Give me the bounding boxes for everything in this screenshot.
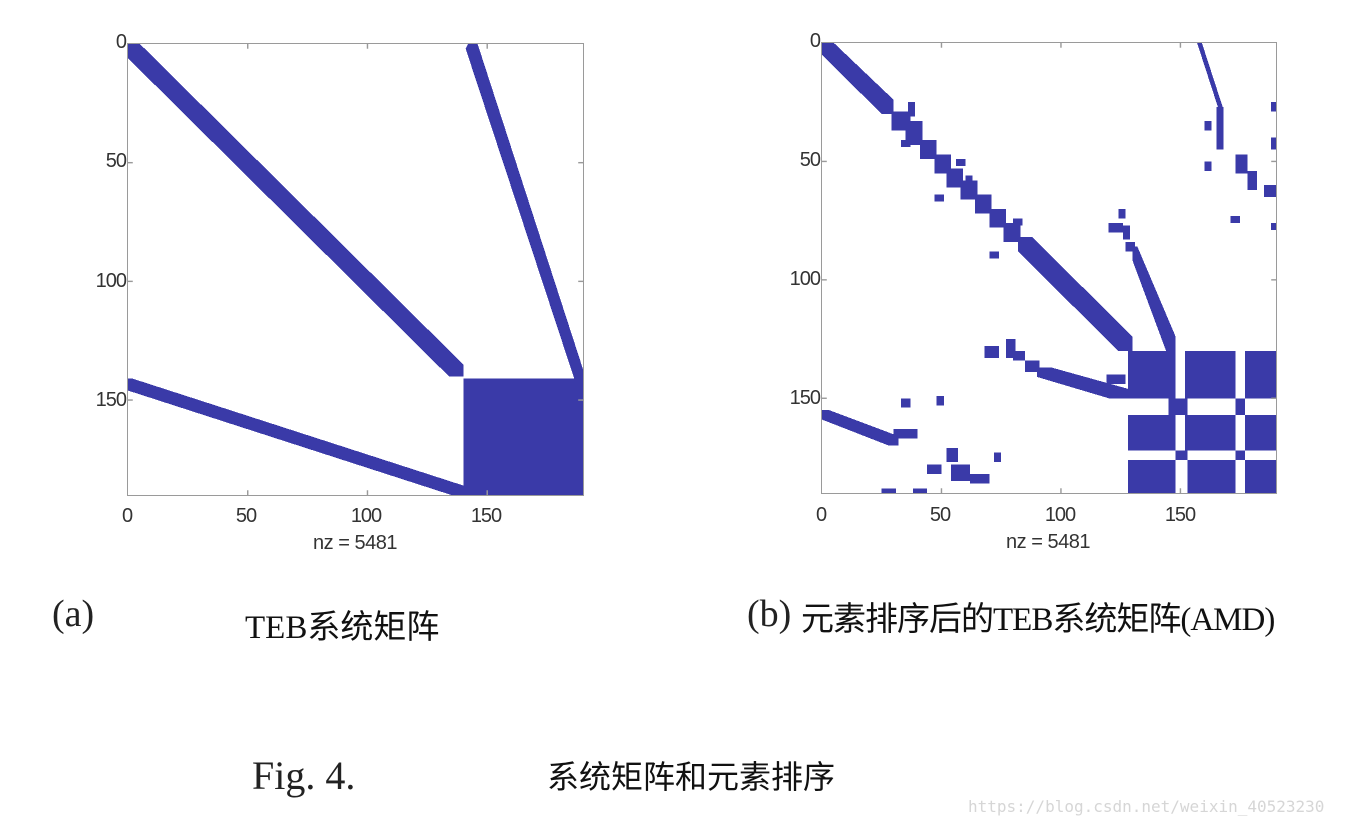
x-axis-label: nz = 5481 — [1006, 531, 1090, 553]
y-tick-label: 0 — [809, 30, 821, 52]
watermark-url: https://blog.csdn.net/weixin_40523230 — [968, 797, 1325, 816]
x-tick-label: 150 — [470, 505, 502, 527]
plot-area-a — [127, 43, 584, 496]
x-axis-label: nz = 5481 — [313, 532, 397, 554]
plot-area-b — [821, 42, 1277, 494]
subfigure-label-a: (a) — [52, 593, 95, 635]
y-tick-label: 150 — [789, 387, 821, 409]
y-tick-label: 150 — [95, 389, 127, 411]
figure-caption: 系统矩阵和元素排序 — [547, 758, 836, 796]
y-tick-label: 100 — [95, 270, 127, 292]
subfigure-label-b: (b) — [747, 593, 792, 635]
x-tick-label: 150 — [1164, 504, 1196, 526]
subfigure-caption-a: TEB系统矩阵 — [245, 610, 440, 646]
sparsity-pattern-b — [822, 43, 1276, 493]
y-tick-label: 50 — [105, 150, 127, 172]
y-tick-label: 0 — [115, 31, 127, 53]
x-tick-label: 100 — [350, 505, 382, 527]
y-tick-label: 100 — [789, 268, 821, 290]
figure-number: Fig. 4. — [252, 753, 356, 798]
x-tick-label: 50 — [929, 504, 951, 526]
x-tick-label: 0 — [815, 504, 827, 526]
x-tick-label: 50 — [235, 505, 257, 527]
x-tick-label: 100 — [1044, 504, 1076, 526]
y-tick-label: 50 — [799, 149, 821, 171]
x-tick-label: 0 — [121, 505, 133, 527]
subfigure-caption-b: 元素排序后的TEB系统矩阵(AMD) — [801, 602, 1275, 638]
sparsity-pattern-a — [128, 44, 583, 495]
